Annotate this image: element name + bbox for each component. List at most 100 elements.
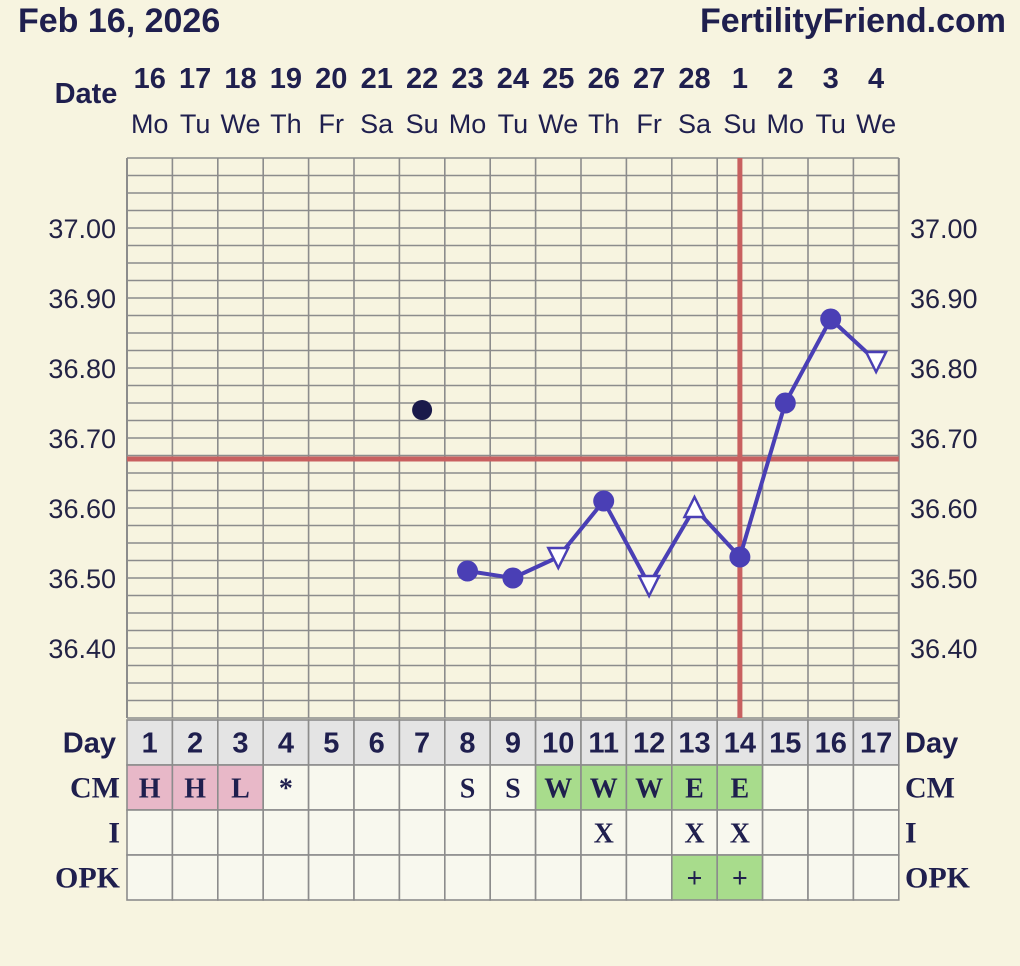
day-cell bbox=[171, 719, 219, 766]
opk-row-label-left: OPK bbox=[55, 862, 121, 895]
day-row-label-left: Day bbox=[63, 728, 116, 760]
day-cell bbox=[716, 719, 764, 766]
date-number: 19 bbox=[270, 63, 302, 95]
opk-value: + bbox=[732, 864, 748, 895]
day-cell bbox=[852, 719, 900, 766]
intercourse-cell bbox=[217, 809, 265, 856]
date-number: 25 bbox=[542, 63, 574, 95]
intercourse-cell bbox=[443, 809, 491, 856]
y-tick-left: 37.00 bbox=[48, 214, 116, 244]
date-number: 3 bbox=[823, 63, 839, 95]
weekday-label: Mo bbox=[449, 109, 487, 139]
opk-cell bbox=[443, 854, 491, 901]
date-number: 4 bbox=[868, 63, 884, 95]
y-tick-left: 36.60 bbox=[48, 494, 116, 524]
cm-cell bbox=[761, 764, 809, 811]
cm-cell bbox=[353, 764, 401, 811]
y-tick-left: 36.40 bbox=[48, 634, 116, 664]
weekday-label: Mo bbox=[767, 109, 805, 139]
intercourse-cell bbox=[262, 809, 310, 856]
y-axis-ticks: 36.40 36.40 36.50 36.50 36.60 36.60 36.70 36.70… bbox=[48, 214, 977, 664]
temperature-line bbox=[467, 317, 878, 587]
cm-cell bbox=[171, 764, 219, 811]
temperature-point bbox=[820, 308, 842, 330]
cm-value: H bbox=[184, 774, 206, 805]
weekday-label: Tu bbox=[498, 109, 529, 139]
opk-cell bbox=[398, 854, 446, 901]
cm-cell bbox=[534, 764, 582, 811]
date-number: 18 bbox=[224, 63, 256, 95]
weekday-label: Fr bbox=[319, 109, 344, 139]
day-cell bbox=[534, 719, 582, 766]
date-number: 21 bbox=[361, 63, 393, 95]
date-row-label: Date bbox=[55, 78, 118, 110]
temperature-point bbox=[457, 560, 478, 582]
cm-value: E bbox=[685, 774, 704, 805]
date-number: 27 bbox=[633, 63, 665, 95]
intercourse-cell bbox=[625, 809, 673, 856]
day-value: 2 bbox=[187, 728, 203, 760]
date-number: 2 bbox=[777, 63, 793, 95]
cm-cell bbox=[852, 764, 900, 811]
day-value: 14 bbox=[724, 728, 756, 760]
opk-cell bbox=[126, 854, 174, 901]
day-value: 7 bbox=[414, 728, 430, 760]
cm-cell bbox=[126, 764, 174, 811]
day-cell bbox=[489, 719, 537, 766]
intercourse-cell bbox=[307, 809, 355, 856]
opk-cell bbox=[852, 854, 900, 901]
y-tick-right: 36.90 bbox=[910, 284, 978, 314]
weekday-label: Su bbox=[406, 109, 439, 139]
day-value: 1 bbox=[142, 728, 158, 760]
day-row-label-right: Day bbox=[905, 728, 958, 760]
day-value: 4 bbox=[278, 728, 294, 760]
opk-cell bbox=[670, 854, 718, 901]
opk-cell bbox=[489, 854, 537, 901]
temperature-point bbox=[729, 546, 751, 568]
day-value: 5 bbox=[323, 728, 339, 760]
cm-cell bbox=[398, 764, 446, 811]
cm-value: * bbox=[279, 774, 293, 805]
intercourse-cell bbox=[398, 809, 446, 856]
temperature-point bbox=[774, 392, 796, 414]
open-triangle-up-point bbox=[682, 494, 707, 519]
open-triangle-down-point bbox=[546, 546, 571, 571]
date-number: 24 bbox=[497, 63, 529, 95]
temperature-series bbox=[412, 308, 889, 599]
day-cell bbox=[443, 719, 491, 766]
weekday-label: Su bbox=[723, 109, 756, 139]
date-number: 1 bbox=[732, 63, 748, 95]
intercourse-cell bbox=[852, 809, 900, 856]
weekday-label: Tu bbox=[815, 109, 846, 139]
intercourse-cell bbox=[489, 809, 537, 856]
y-tick-right: 37.00 bbox=[910, 214, 978, 244]
intercourse-value: X bbox=[684, 819, 704, 850]
weekday-label: We bbox=[220, 109, 260, 139]
day-cell bbox=[307, 719, 355, 766]
date-number: 22 bbox=[406, 63, 438, 95]
cm-value: E bbox=[731, 774, 750, 805]
opk-cell bbox=[534, 854, 582, 901]
day-value: 15 bbox=[769, 728, 801, 760]
opk-row-label-right: OPK bbox=[905, 862, 971, 895]
discarded-temperature-point bbox=[412, 400, 433, 420]
y-tick-left: 36.80 bbox=[48, 354, 116, 384]
day-value: 8 bbox=[459, 728, 475, 760]
brand-name: FertilityFriend.com bbox=[700, 2, 1006, 40]
cm-cell bbox=[489, 764, 537, 811]
cm-value: H bbox=[139, 774, 161, 805]
day-cell bbox=[761, 719, 809, 766]
cm-cell bbox=[307, 764, 355, 811]
weekday-label: Sa bbox=[360, 109, 394, 139]
day-cell bbox=[217, 719, 265, 766]
cm-value: W bbox=[590, 774, 618, 805]
intercourse-cell bbox=[353, 809, 401, 856]
cm-value: W bbox=[635, 774, 663, 805]
opk-cell bbox=[307, 854, 355, 901]
opk-cell bbox=[262, 854, 310, 901]
intercourse-cell bbox=[534, 809, 582, 856]
intercourse-cell bbox=[761, 809, 809, 856]
opk-cell bbox=[625, 854, 673, 901]
day-value: 3 bbox=[232, 728, 248, 760]
